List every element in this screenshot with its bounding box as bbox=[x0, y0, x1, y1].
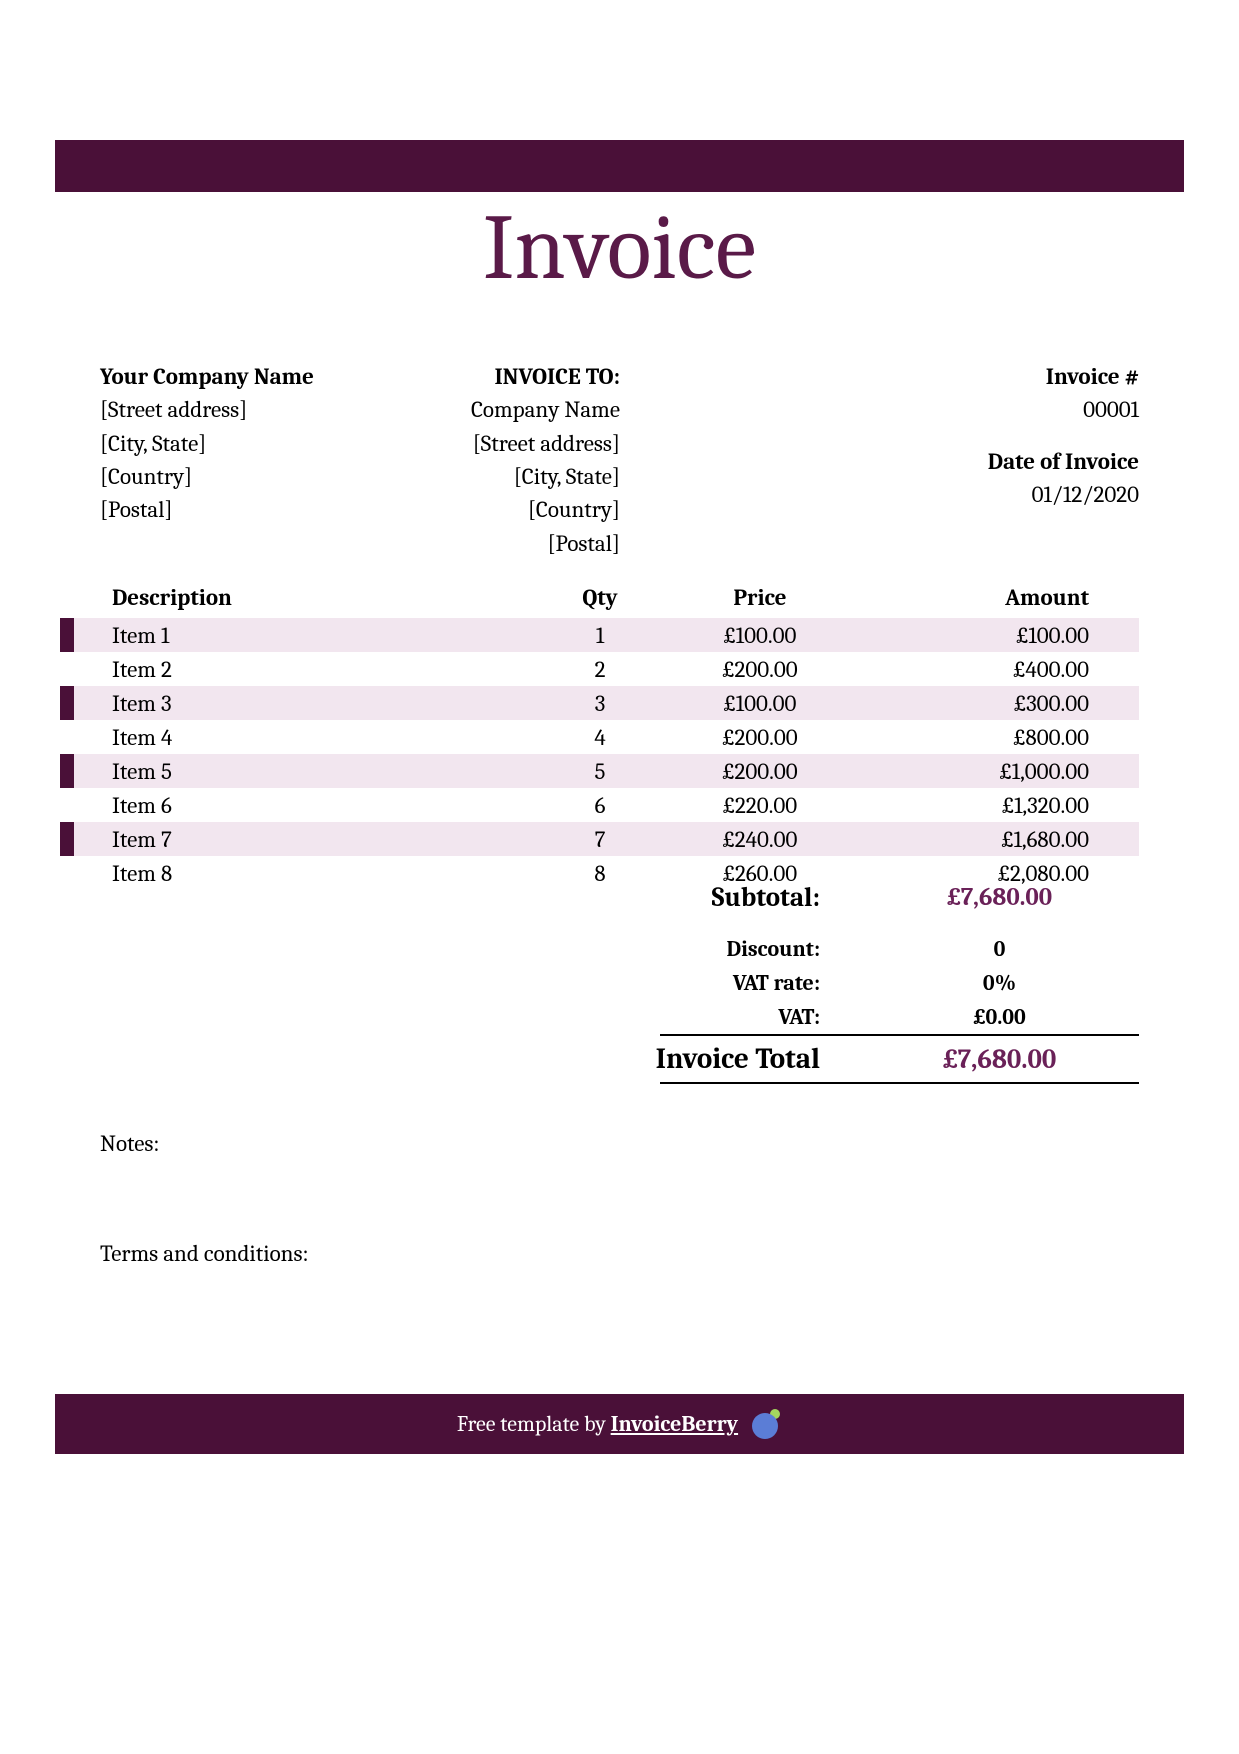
notes-label: Notes: bbox=[100, 1130, 159, 1157]
cell-qty: 6 bbox=[540, 792, 660, 819]
cell-price: £240.00 bbox=[660, 826, 860, 853]
vat-rate-value: 0% bbox=[860, 970, 1139, 996]
vat-label: VAT: bbox=[100, 1004, 860, 1030]
cell-price: £220.00 bbox=[660, 792, 860, 819]
grand-total-label: Invoice Total bbox=[100, 1043, 860, 1076]
invoice-date-label: Date of Invoice bbox=[620, 445, 1139, 478]
header-description: Description bbox=[100, 584, 540, 611]
footer-prefix: Free template by bbox=[457, 1411, 611, 1437]
invoice-number-label: Invoice # bbox=[620, 360, 1139, 393]
grand-total-row: Invoice Total £7,680.00 bbox=[100, 1036, 1139, 1082]
totals-block: Subtotal: £7,680.00 Discount: 0 VAT rate… bbox=[100, 878, 1139, 1084]
cell-description: Item 7 bbox=[100, 826, 540, 853]
vat-rate-row: VAT rate: 0% bbox=[100, 966, 1139, 1000]
cell-description: Item 3 bbox=[100, 690, 540, 717]
cell-description: Item 4 bbox=[100, 724, 540, 751]
table-row: Item 11£100.00£100.00 bbox=[100, 618, 1139, 652]
footer-bar: Free template by InvoiceBerry bbox=[55, 1394, 1184, 1454]
address-block: Your Company Name [Street address] [City… bbox=[100, 360, 1139, 560]
discount-row: Discount: 0 bbox=[100, 932, 1139, 966]
cell-qty: 1 bbox=[540, 622, 660, 649]
invoice-date: 01/12/2020 bbox=[620, 478, 1139, 511]
cell-price: £200.00 bbox=[660, 724, 860, 751]
cell-price: £200.00 bbox=[660, 656, 860, 683]
totals-rule-bottom bbox=[660, 1082, 1139, 1084]
table-row: Item 66£220.00£1,320.00 bbox=[100, 788, 1139, 822]
cell-qty: 7 bbox=[540, 826, 660, 853]
table-row: Item 33£100.00£300.00 bbox=[100, 686, 1139, 720]
grand-total-value: £7,680.00 bbox=[860, 1044, 1139, 1075]
cell-description: Item 6 bbox=[100, 792, 540, 819]
to-company: Company Name bbox=[420, 393, 620, 426]
cell-price: £100.00 bbox=[660, 690, 860, 717]
to-city-state: [City, State] bbox=[420, 460, 620, 493]
table-row: Item 22£200.00£400.00 bbox=[100, 652, 1139, 686]
table-row: Item 55£200.00£1,000.00 bbox=[100, 754, 1139, 788]
header-amount: Amount bbox=[860, 584, 1139, 611]
cell-price: £100.00 bbox=[660, 622, 860, 649]
vat-row: VAT: £0.00 bbox=[100, 1000, 1139, 1034]
footer-brand: InvoiceBerry bbox=[611, 1411, 738, 1437]
cell-price: £200.00 bbox=[660, 758, 860, 785]
subtotal-value: £7,680.00 bbox=[860, 883, 1139, 912]
subtotal-label: Subtotal: bbox=[100, 882, 860, 913]
invoice-to-label: INVOICE TO: bbox=[420, 360, 620, 393]
table-header-row: Description Qty Price Amount bbox=[100, 580, 1139, 614]
footer-text: Free template by InvoiceBerry bbox=[457, 1411, 738, 1437]
invoice-number: 00001 bbox=[620, 393, 1139, 426]
to-street: [Street address] bbox=[420, 427, 620, 460]
to-postal: [Postal] bbox=[420, 527, 620, 560]
table-body: Item 11£100.00£100.00Item 22£200.00£400.… bbox=[100, 618, 1139, 890]
cell-amount: £1,000.00 bbox=[860, 758, 1139, 785]
cell-description: Item 1 bbox=[100, 622, 540, 649]
cell-description: Item 5 bbox=[100, 758, 540, 785]
cell-qty: 3 bbox=[540, 690, 660, 717]
cell-amount: £100.00 bbox=[860, 622, 1139, 649]
invoiceberry-logo-icon bbox=[752, 1409, 782, 1439]
terms-label: Terms and conditions: bbox=[100, 1240, 309, 1267]
cell-qty: 5 bbox=[540, 758, 660, 785]
discount-value: 0 bbox=[860, 936, 1139, 962]
cell-description: Item 2 bbox=[100, 656, 540, 683]
table-row: Item 44£200.00£800.00 bbox=[100, 720, 1139, 754]
header-price: Price bbox=[660, 584, 860, 611]
table-row: Item 77£240.00£1,680.00 bbox=[100, 822, 1139, 856]
from-country: [Country] bbox=[100, 460, 420, 493]
cell-amount: £400.00 bbox=[860, 656, 1139, 683]
header-bar bbox=[55, 140, 1184, 192]
from-street: [Street address] bbox=[100, 393, 420, 426]
cell-qty: 2 bbox=[540, 656, 660, 683]
header-qty: Qty bbox=[540, 584, 660, 611]
cell-amount: £800.00 bbox=[860, 724, 1139, 751]
discount-label: Discount: bbox=[100, 936, 860, 962]
cell-amount: £1,680.00 bbox=[860, 826, 1139, 853]
subtotal-row: Subtotal: £7,680.00 bbox=[100, 878, 1139, 916]
from-city-state: [City, State] bbox=[100, 427, 420, 460]
from-postal: [Postal] bbox=[100, 493, 420, 526]
cell-amount: £1,320.00 bbox=[860, 792, 1139, 819]
vat-rate-label: VAT rate: bbox=[100, 970, 860, 996]
page-title: Invoice bbox=[0, 195, 1239, 301]
invoice-meta: Invoice # 00001 Date of Invoice 01/12/20… bbox=[620, 360, 1139, 560]
line-items-table: Description Qty Price Amount Item 11£100… bbox=[100, 580, 1139, 890]
to-address: INVOICE TO: Company Name [Street address… bbox=[420, 360, 620, 560]
from-company-name: Your Company Name bbox=[100, 360, 420, 393]
vat-value: £0.00 bbox=[860, 1004, 1139, 1030]
from-address: Your Company Name [Street address] [City… bbox=[100, 360, 420, 560]
cell-amount: £300.00 bbox=[860, 690, 1139, 717]
to-country: [Country] bbox=[420, 493, 620, 526]
cell-qty: 4 bbox=[540, 724, 660, 751]
